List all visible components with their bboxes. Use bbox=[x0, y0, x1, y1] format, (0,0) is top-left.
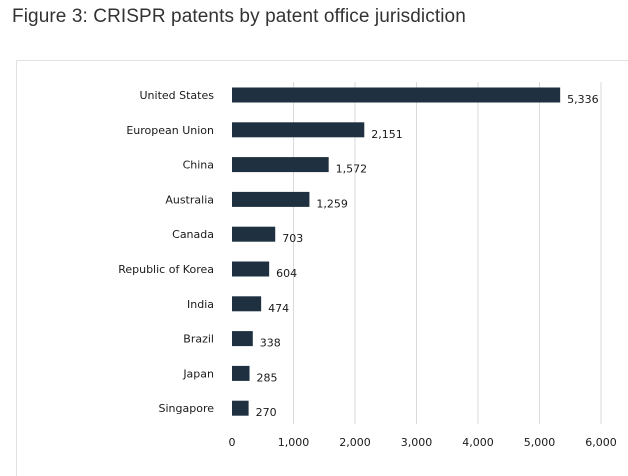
x-tick-label-2: 2,000 bbox=[339, 436, 371, 449]
bar-1 bbox=[232, 122, 365, 138]
page-title: Figure 3: CRISPR patents by patent offic… bbox=[12, 6, 466, 27]
value-label-4: 703 bbox=[282, 232, 303, 245]
x-tick-label-6: 6,000 bbox=[585, 436, 617, 449]
category-label-6: India bbox=[187, 298, 214, 311]
value-label-9: 270 bbox=[256, 406, 277, 419]
x-tick-label-3: 3,000 bbox=[401, 436, 433, 449]
value-label-1: 2,151 bbox=[371, 128, 403, 141]
category-label-5: Republic of Korea bbox=[118, 263, 214, 276]
bar-5 bbox=[232, 261, 270, 277]
x-tick-label-0: 0 bbox=[229, 436, 236, 449]
x-tick-label-4: 4,000 bbox=[462, 436, 494, 449]
category-label-9: Singapore bbox=[159, 402, 215, 415]
bar-2 bbox=[232, 157, 329, 173]
chart-panel bbox=[16, 60, 628, 476]
value-label-5: 604 bbox=[276, 267, 297, 280]
category-label-7: Brazil bbox=[183, 333, 214, 346]
x-tick-label-1: 1,000 bbox=[278, 436, 310, 449]
bar-0 bbox=[232, 87, 561, 103]
category-label-0: United States bbox=[140, 89, 215, 102]
bar-8 bbox=[232, 365, 250, 381]
category-label-1: European Union bbox=[126, 124, 214, 137]
category-label-8: Japan bbox=[182, 367, 214, 380]
value-label-8: 285 bbox=[257, 371, 278, 384]
category-label-3: Australia bbox=[165, 193, 214, 206]
value-label-2: 1,572 bbox=[336, 163, 368, 176]
category-label-2: China bbox=[183, 159, 214, 172]
bar-9 bbox=[232, 400, 249, 416]
x-tick-label-5: 5,000 bbox=[524, 436, 556, 449]
bar-7 bbox=[232, 331, 253, 347]
bar-6 bbox=[232, 296, 262, 312]
bar-3 bbox=[232, 191, 310, 207]
value-label-7: 338 bbox=[260, 337, 281, 350]
category-label-4: Canada bbox=[172, 228, 214, 241]
value-label-0: 5,336 bbox=[567, 93, 599, 106]
value-label-6: 474 bbox=[268, 302, 289, 315]
bar-4 bbox=[232, 226, 276, 242]
value-label-3: 1,259 bbox=[316, 197, 348, 210]
